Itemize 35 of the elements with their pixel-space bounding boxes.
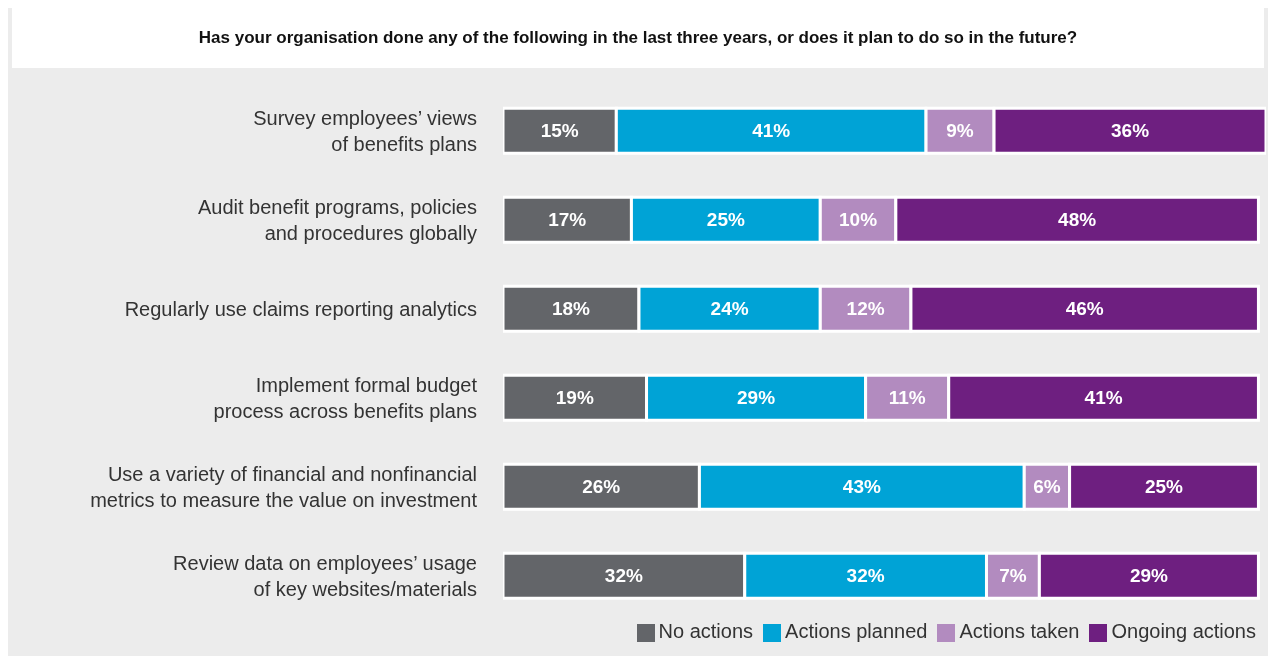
data-label: 48% [1058, 209, 1097, 231]
y-tick-label: Review data on employees’ usage of key websites/materials [173, 551, 477, 600]
data-label: 9% [946, 120, 974, 142]
y-tick-label: Use a variety of financial and nonfinancial metrics to measure the value on investment [90, 462, 478, 511]
y-tick-label: Audit benefit programs, policies and procedures globally [197, 195, 477, 244]
data-label: 41% [1084, 387, 1123, 409]
data-label: 11% [888, 387, 926, 409]
data-label: 26% [582, 476, 621, 498]
data-label: 25% [706, 209, 745, 231]
data-label: 7% [999, 565, 1027, 587]
legend-label: Actions planned [785, 620, 928, 642]
data-label: 6% [1033, 476, 1061, 498]
data-label: 32% [846, 565, 885, 587]
data-label: 12% [846, 298, 885, 320]
y-tick-label: Implement formal budget process across benefits plans [213, 373, 478, 422]
legend-label: Actions taken [959, 620, 1080, 642]
legend-label: Ongoing actions [1111, 620, 1256, 642]
data-label: 15% [540, 120, 579, 142]
data-label: 36% [1111, 120, 1150, 142]
data-label: 29% [1129, 565, 1169, 587]
data-label: 25% [1145, 476, 1184, 498]
data-label: 24% [710, 298, 749, 320]
y-tick-label: Survey employees’ views of benefits plans [253, 106, 477, 155]
y-tick-label: Regularly use claims reporting analytics [124, 297, 477, 320]
data-label: 41% [752, 120, 791, 142]
data-label: 46% [1065, 298, 1104, 320]
data-label: 29% [737, 387, 776, 409]
data-label: 43% [842, 476, 881, 498]
data-label: 17% [548, 209, 587, 231]
data-label: 19% [555, 387, 594, 409]
data-label: 18% [551, 298, 591, 320]
data-label: 32% [604, 565, 643, 587]
legend-label: No actions [658, 620, 754, 642]
data-label: 10% [839, 209, 878, 231]
chart-title: Has your organisation done any of the following in the last three years, or does it plan to do so in the future? [12, 8, 1264, 68]
